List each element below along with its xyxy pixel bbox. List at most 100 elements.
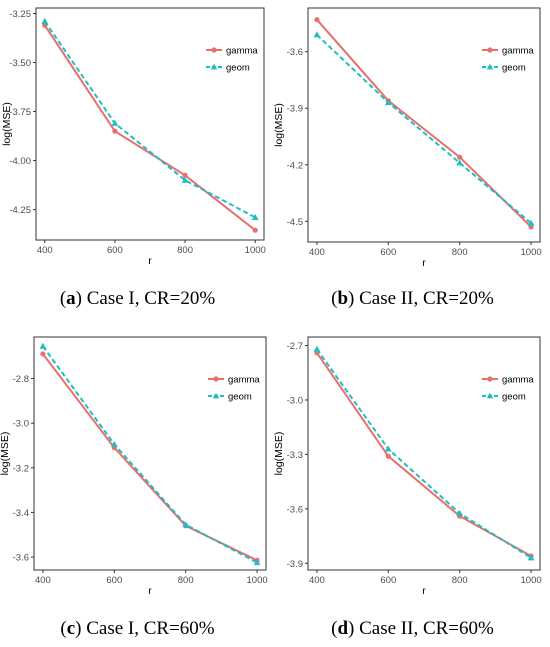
data-point-geom (313, 31, 321, 38)
y-axis-label: log(MSE) (273, 103, 285, 147)
legend-marker-geom (210, 63, 218, 70)
x-tick-label: 600 (380, 247, 396, 258)
legend-marker-gamma (211, 47, 217, 53)
chart-panel-1: -3.25 -3.50 -3.75 -4.00 -4.25 400 600 800 1000 r l… (1, 7, 266, 267)
x-tick-label: 400 (35, 575, 51, 586)
legend-label-gamma: gamma (228, 375, 260, 386)
y-tick-label: -2.7 (287, 341, 303, 352)
data-point-geom (384, 99, 392, 106)
x-tick-label: 400 (309, 575, 325, 586)
x-tick-label: 1000 (521, 247, 542, 258)
x-tick-label: 1000 (247, 575, 268, 586)
x-tick-label: 600 (380, 575, 396, 586)
x-tick-label: 800 (178, 575, 194, 586)
y-tick-label: -3.2 (13, 463, 29, 474)
data-point-geom (253, 559, 261, 566)
x-tick-label: 400 (309, 247, 325, 258)
series-line-gamma (43, 24, 256, 231)
y-axis-label: log(MSE) (1, 102, 13, 146)
y-tick-label: -3.4 (13, 508, 29, 519)
legend-label-geom: geom (502, 63, 526, 74)
data-point-gamma (252, 227, 258, 233)
data-point-gamma (112, 128, 118, 134)
caption-d: (d) Case II, CR=60% (331, 618, 494, 639)
series-line-gamma (42, 353, 258, 562)
y-tick-label: -4.5 (287, 217, 303, 228)
legend-label-gamma: gamma (502, 46, 534, 57)
chart-panel-4: -2.7 -3.0 -3.3 -3.6 -3.9 400 600 800 1000 r log(MS… (273, 336, 542, 597)
caption-c: (c) Case I, CR=60% (60, 618, 215, 639)
legend-label-gamma: gamma (226, 46, 258, 57)
caption-a: (a) Case I, CR=20% (59, 288, 216, 309)
data-point-gamma (457, 154, 463, 160)
series-line-gamma (316, 19, 532, 228)
x-axis-label: r (422, 585, 426, 597)
x-axis-label: r (148, 255, 152, 267)
y-tick-label: -2.8 (13, 374, 29, 385)
legend-marker-gamma (213, 376, 219, 382)
legend-label-geom: geom (228, 392, 252, 403)
data-point-geom (41, 17, 49, 24)
x-tick-label: 800 (452, 247, 468, 258)
y-axis-label: log(MSE) (273, 432, 285, 476)
y-tick-label: -3.6 (287, 504, 303, 515)
legend-marker-geom (486, 392, 494, 399)
y-tick-label: -3.50 (9, 58, 31, 69)
x-tick-label: 600 (106, 575, 122, 586)
y-tick-label: -3.0 (287, 395, 303, 406)
x-tick-label: 1000 (521, 575, 542, 586)
legend-marker-gamma (487, 376, 493, 382)
data-point-geom (456, 159, 464, 166)
data-point-geom (251, 214, 259, 220)
legend-marker-geom (486, 63, 494, 70)
y-axis-label: log(MSE) (0, 432, 11, 476)
legend-label-geom: geom (502, 392, 526, 403)
chart-panel-3: -2.8 -3.0 -3.2 -3.4 -3.6 400 600 800 1000 r log(MS… (0, 336, 268, 597)
data-point-gamma (314, 17, 320, 23)
y-tick-label: -3.3 (287, 450, 303, 461)
y-tick-label: -3.25 (9, 9, 31, 20)
data-point-geom (456, 509, 464, 516)
series-line-geom (316, 348, 532, 559)
y-tick-label: -3.75 (9, 107, 31, 118)
data-point-geom (384, 445, 392, 452)
plot-area (33, 336, 267, 571)
series-line-geom (43, 20, 256, 219)
plot-area (35, 7, 265, 241)
x-tick-label: 600 (107, 245, 123, 256)
y-tick-label: -3.9 (287, 104, 303, 115)
data-point-geom (182, 521, 190, 528)
legend-label-gamma: gamma (502, 375, 534, 386)
data-point-gamma (40, 351, 46, 357)
x-axis-label: r (422, 257, 426, 269)
y-tick-label: -3.9 (287, 559, 303, 570)
chart-panel-2: -3.6 -3.9 -4.2 -4.5 400 600 800 1000 r log(MSE) ga… (273, 7, 542, 269)
plot-area (307, 336, 541, 571)
series-line-geom (316, 34, 532, 224)
data-point-geom (527, 554, 535, 561)
y-tick-label: -4.25 (9, 205, 31, 216)
y-tick-label: -3.6 (13, 553, 29, 564)
x-tick-label: 800 (452, 575, 468, 586)
series-line-geom (42, 345, 258, 564)
y-tick-label: -3.6 (287, 47, 303, 58)
data-point-geom (39, 342, 47, 349)
x-axis-label: r (148, 585, 152, 597)
data-point-geom (111, 119, 119, 126)
data-point-geom (110, 440, 118, 447)
y-tick-label: -3.0 (13, 419, 29, 430)
data-point-gamma (385, 453, 391, 459)
y-tick-label: -4.00 (9, 156, 31, 167)
x-tick-label: 800 (177, 245, 193, 256)
plot-area (307, 7, 541, 243)
data-point-geom (527, 219, 535, 226)
series-line-gamma (316, 352, 532, 557)
y-tick-label: -4.2 (287, 160, 303, 171)
x-tick-label: 400 (37, 245, 53, 256)
legend-label-geom: geom (226, 63, 250, 74)
caption-b: (b) Case II, CR=20% (331, 288, 494, 309)
x-tick-label: 1000 (245, 245, 266, 256)
data-point-geom (181, 176, 189, 183)
legend-marker-gamma (487, 47, 493, 53)
